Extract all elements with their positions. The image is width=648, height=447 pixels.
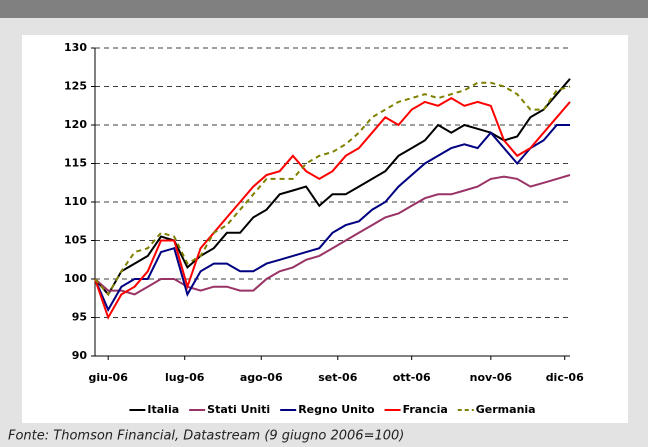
x-tick-label: giu-06 [89, 371, 129, 384]
x-tick-label: lug-06 [165, 371, 205, 384]
series-line [94, 124, 570, 313]
x-tick-label: dic-06 [546, 371, 584, 384]
x-tick-label: ago-06 [240, 371, 283, 384]
y-tick-label: 90 [72, 349, 88, 362]
y-tick-label: 95 [72, 311, 87, 324]
series-line [94, 96, 571, 320]
series-line [94, 81, 571, 297]
caption: Fonte: Thomson Financial, Datastream (9 … [8, 429, 404, 444]
legend-label: Germania [476, 403, 536, 416]
y-tick-label: 130 [64, 41, 87, 54]
y-tick-label: 110 [64, 195, 87, 208]
x-tick-label: ott-06 [393, 371, 431, 384]
y-tick-label: 120 [64, 118, 87, 131]
legend-label: Regno Unito [298, 403, 375, 416]
y-tick-label: 105 [64, 234, 87, 247]
x-tick-label: set-06 [318, 371, 357, 384]
series-line [94, 174, 571, 296]
y-tick-label: 115 [64, 157, 87, 170]
legend-label: Stati Uniti [207, 403, 270, 416]
legend-label: Italia [147, 403, 179, 416]
legend-label: Francia [403, 403, 448, 416]
chart-panel [22, 35, 628, 423]
x-tick-label: nov-06 [470, 371, 513, 384]
header-bar [0, 0, 648, 18]
y-tick-label: 100 [64, 272, 87, 285]
y-tick-label: 125 [64, 80, 87, 93]
